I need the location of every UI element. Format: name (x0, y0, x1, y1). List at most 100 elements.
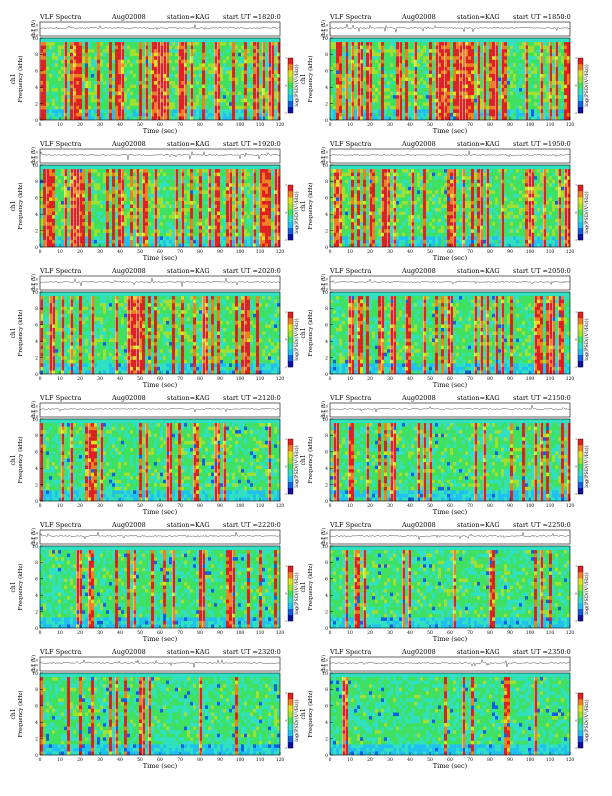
spectrogram-cell (46, 46, 49, 50)
spectrogram-cell (67, 42, 70, 46)
spectrogram-cell (124, 109, 127, 113)
spectrogram-cell (49, 109, 52, 113)
spectrogram-cell (211, 42, 214, 46)
spectrogram-cell (247, 42, 250, 46)
spectrogram-cell (136, 78, 139, 82)
spectrogram-streak (73, 42, 74, 120)
spectrogram-cell (172, 106, 175, 110)
spectrogram-cell (76, 106, 79, 110)
spectrogram-cell (172, 53, 175, 57)
spectrogram-cell (196, 102, 199, 106)
spectrogram-cell (253, 88, 256, 92)
spectrogram-cell (196, 81, 199, 85)
spectrogram-cell (100, 92, 103, 96)
spectrogram-cell (148, 88, 151, 92)
spectrogram-cell (43, 60, 46, 64)
spectrogram-cell (208, 92, 211, 96)
spectrogram-cell (235, 85, 238, 89)
spectrogram-cell (49, 67, 52, 71)
spectrogram-cell (199, 113, 202, 117)
spectrogram-cell (124, 46, 127, 50)
spectrogram-cell (52, 116, 55, 120)
spectrogram-cell (97, 102, 100, 106)
spectrogram-cell (46, 63, 49, 67)
spectrogram-cell (241, 109, 244, 113)
spectrogram-cell (202, 67, 205, 71)
spectrogram-cell (250, 53, 253, 57)
spectrogram-cell (250, 49, 253, 53)
spectrogram-cell (85, 56, 88, 60)
spectrogram-cell (226, 42, 229, 46)
spectrogram-cell (124, 92, 127, 96)
spectrogram-cell (148, 109, 151, 113)
spectrogram-cell (226, 70, 229, 74)
spectrogram-cell (142, 74, 145, 78)
spectrogram-cell (46, 95, 49, 99)
spectrogram-cell (208, 67, 211, 71)
spectrogram-cell (94, 99, 97, 103)
spectrogram-cell (211, 116, 214, 120)
spectrogram-cell (169, 74, 172, 78)
spectrogram-cell (103, 49, 106, 53)
spectrogram-cell (118, 46, 121, 50)
spectrogram-cell (133, 53, 136, 57)
spectrogram-cell (85, 102, 88, 106)
spectrogram-cell (229, 99, 232, 103)
spectrogram-cell (136, 92, 139, 96)
spectrogram-cell (46, 78, 49, 82)
spectrogram-cell (181, 99, 184, 103)
spectrogram-cell (142, 70, 145, 74)
spectrogram-cell (238, 95, 241, 99)
spectrogram-streak (121, 42, 122, 120)
spectrogram-cell (175, 106, 178, 110)
spectrogram-cell (259, 88, 262, 92)
spectrogram-cell (202, 42, 205, 46)
spectrogram-cell (106, 113, 109, 117)
spectrogram-cell (199, 49, 202, 53)
spectrogram-cell (169, 92, 172, 96)
spectrogram-cell (154, 85, 157, 89)
spectrogram-cell (103, 78, 106, 82)
spectrogram-cell (118, 60, 121, 64)
spectrogram-cell (259, 102, 262, 106)
spectrogram-cell (52, 63, 55, 67)
spectrogram-cell (67, 56, 70, 60)
spectrogram-cell (88, 78, 91, 82)
spectrogram-cell (205, 106, 208, 110)
spectrogram-cell (139, 102, 142, 106)
spectrogram-cell (109, 92, 112, 96)
spectrogram-cell (181, 56, 184, 60)
spectrogram-cell (259, 67, 262, 71)
spectrogram-cell (181, 49, 184, 53)
spectrogram-cell (241, 85, 244, 89)
spectrogram-cell (226, 63, 229, 67)
spectrogram-cell (175, 88, 178, 92)
spectrogram-cell (79, 53, 82, 57)
spectrogram-cell (82, 106, 85, 110)
spectrogram-cell (127, 95, 130, 99)
spectrogram-cell (193, 53, 196, 57)
spectrogram-cell (148, 85, 151, 89)
spectrogram-cell (139, 99, 142, 103)
spectrogram-cell (232, 102, 235, 106)
spectra-figure: VLF SpectraAug02008station=KAGstart UT =… (0, 0, 612, 792)
spectrogram-cell (199, 85, 202, 89)
panel-title: VLF Spectra (39, 13, 81, 21)
spectrogram-cell (91, 106, 94, 110)
spectrogram-cell (61, 92, 64, 96)
spectrogram-cell (199, 102, 202, 106)
spectrogram-cell (229, 74, 232, 78)
spectrogram-cell (253, 70, 256, 74)
spectrogram-cell (187, 95, 190, 99)
spectrogram-cell (52, 42, 55, 46)
spectrogram-cell (202, 102, 205, 106)
spectrogram-cell (136, 106, 139, 110)
spectrogram-cell (82, 81, 85, 85)
spectrogram-cell (202, 63, 205, 67)
spectrogram-cell (235, 113, 238, 117)
spectrogram-cell (259, 81, 262, 85)
spectrogram-cell (253, 109, 256, 113)
spectrogram-cell (193, 92, 196, 96)
spectrogram-cell (139, 113, 142, 117)
spectrogram-cell (43, 113, 46, 117)
